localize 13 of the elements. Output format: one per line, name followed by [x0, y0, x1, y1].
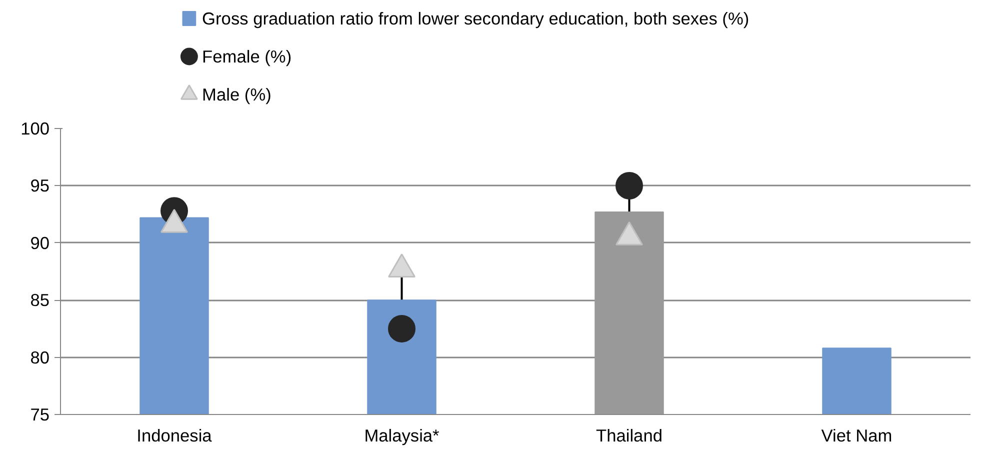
x-tick-label: Thailand — [596, 426, 662, 446]
x-tick-label: Malaysia* — [364, 426, 440, 446]
legend-label: Gross graduation ratio from lower secondary education, both sexes (%) — [202, 8, 750, 28]
x-tick-label: Viet Nam — [821, 426, 892, 446]
y-tick-label: 75 — [30, 404, 50, 424]
x-tick-label: Indonesia — [136, 426, 212, 446]
legend-label: Male (%) — [202, 84, 272, 104]
y-tick-label: 95 — [30, 176, 50, 196]
y-tick-label: 100 — [20, 118, 50, 138]
y-tick-label: 80 — [30, 347, 50, 368]
y-tick-label: 90 — [30, 232, 50, 253]
y-tick-label: 85 — [30, 290, 50, 310]
legend-label: Female (%) — [202, 46, 292, 66]
